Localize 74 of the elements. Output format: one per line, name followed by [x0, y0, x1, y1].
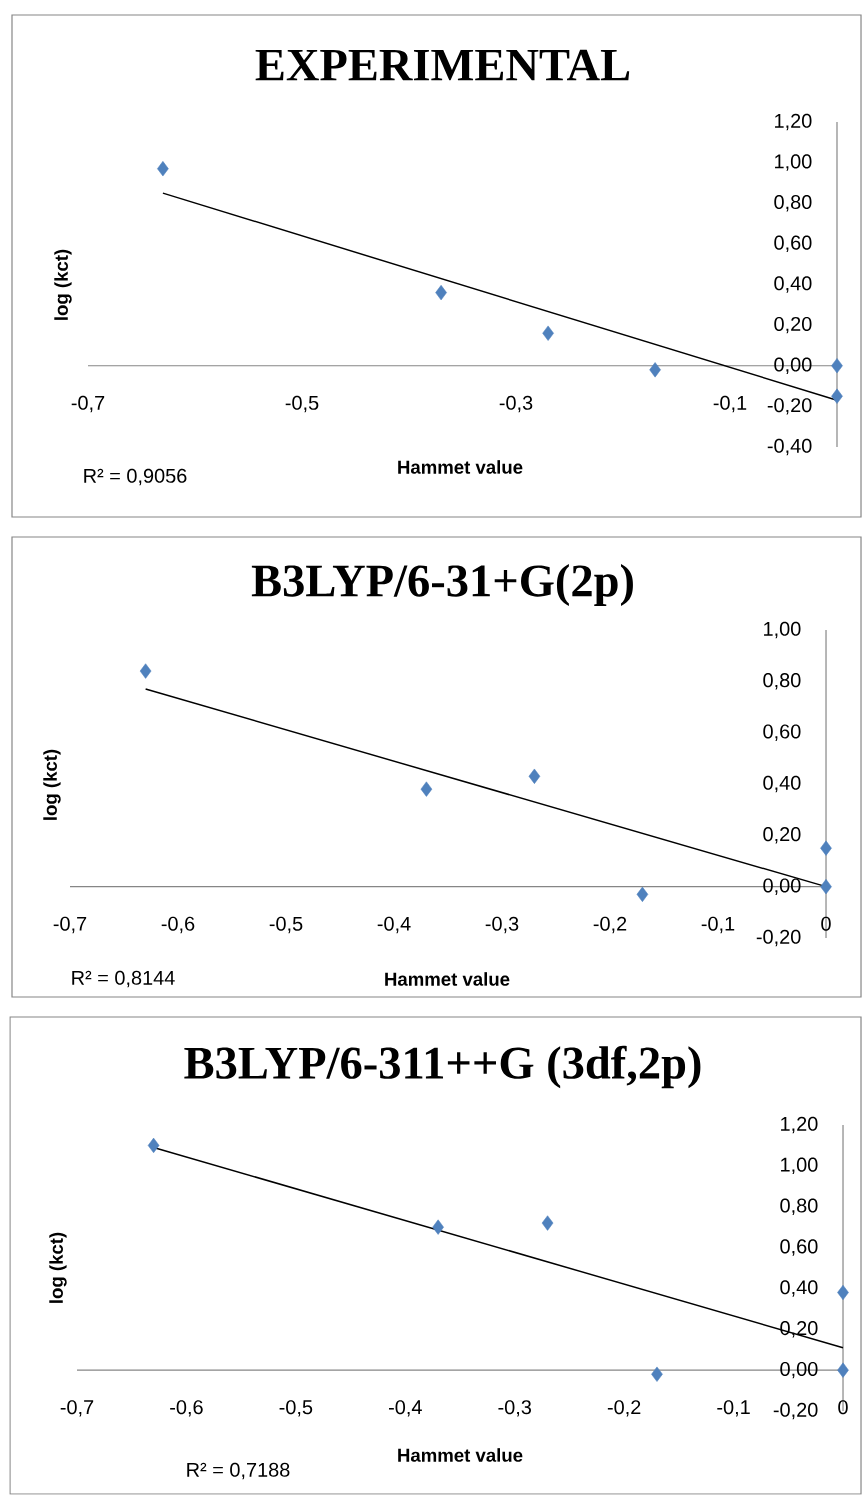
- point: [542, 325, 554, 341]
- x-axis-title: Hammet value: [398, 1448, 523, 1462]
- point: [820, 879, 832, 895]
- y-tick-label: 1,20: [781, 1116, 818, 1134]
- point: [432, 1219, 444, 1235]
- y-axis-title: log (kct): [49, 1232, 67, 1303]
- y-tick-label: 0,20: [774, 316, 812, 334]
- x-tick-label: -0,4: [389, 1400, 422, 1417]
- text: R² = 0,9056: [84, 468, 187, 486]
- x-tick-label: -0,5: [269, 916, 303, 934]
- x-tick-label: -0,2: [607, 1400, 641, 1417]
- y-tick-label: 0,60: [763, 724, 801, 741]
- text: R² = 0,8144: [72, 970, 175, 988]
- y-tick-label: 0,60: [774, 235, 812, 253]
- point: [139, 663, 152, 679]
- y-tick-label: 0,80: [774, 195, 812, 212]
- point: [831, 358, 843, 374]
- y-axis-title: log (kct): [43, 749, 61, 820]
- point: [636, 886, 649, 902]
- y-tick-label: 1,00: [781, 1157, 818, 1175]
- y-tick-label: 0,20: [763, 827, 801, 844]
- x-tick-label: -0,2: [593, 916, 627, 934]
- x-tick-label: -0,7: [71, 395, 105, 413]
- y-tick-label: 0,00: [763, 878, 801, 895]
- point: [831, 388, 843, 404]
- y-tick-label: -0,20: [773, 1402, 818, 1420]
- y-tick-label: 0,00: [774, 357, 812, 374]
- point: [649, 362, 661, 378]
- x-tick-label: -0,5: [285, 395, 319, 413]
- point: [820, 840, 832, 856]
- x-tick-label: -0,3: [498, 1400, 532, 1417]
- point: [157, 161, 169, 177]
- x-tick-label: -0,1: [713, 395, 747, 413]
- y-tick-label: -0,20: [767, 398, 812, 415]
- y-tick-label: -0,20: [756, 929, 801, 947]
- x-tick-label: -0,3: [499, 395, 533, 413]
- x-tick-label: -0,5: [279, 1400, 313, 1417]
- y-tick-label: 1,00: [775, 154, 812, 171]
- x-tick-label: 0: [821, 916, 831, 931]
- y-tick-label: 0,60: [780, 1239, 818, 1256]
- text: R² = 0,7188: [187, 1462, 290, 1480]
- y-tick-label: 0,40: [774, 276, 812, 293]
- point: [420, 781, 433, 797]
- point: [528, 768, 541, 784]
- y-tick-label: 0,80: [780, 1198, 818, 1215]
- chart-title: B3LYP/6-311++G (3df,2p): [184, 1045, 701, 1089]
- x-tick-label: -0,1: [701, 916, 735, 934]
- y-tick-label: 0,80: [763, 673, 801, 690]
- y-tick-label: -0,40: [767, 438, 812, 456]
- x-axis-title: Hammet value: [398, 460, 523, 474]
- point: [837, 1284, 849, 1301]
- point: [541, 1215, 554, 1231]
- chart-title: B3LYP/6-31+G(2p): [251, 563, 633, 607]
- x-tick-label: -0,6: [161, 916, 195, 934]
- x-tick-label: 0: [838, 1400, 848, 1415]
- x-tick-label: -0,3: [485, 916, 519, 934]
- x-tick-label: -0,4: [377, 916, 411, 934]
- x-tick-label: -0,6: [170, 1400, 203, 1417]
- y-axis-title: log (kct): [54, 249, 72, 320]
- y-tick-label: 0,20: [780, 1321, 818, 1338]
- point: [837, 1362, 849, 1378]
- x-tick-label: -0,1: [717, 1400, 750, 1417]
- y-tick-label: 0,40: [780, 1280, 818, 1297]
- point: [147, 1137, 160, 1154]
- y-tick-label: 0,40: [763, 775, 801, 793]
- chart-title: EXPERIMENTAL: [255, 49, 630, 81]
- y-tick-label: 1,20: [775, 113, 812, 131]
- y-tick-label: 0,00: [780, 1361, 818, 1379]
- x-axis-title: Hammet value: [385, 972, 510, 986]
- x-tick-label: -0,7: [53, 916, 87, 934]
- y-tick-label: 1,00: [764, 621, 801, 639]
- point: [651, 1366, 663, 1382]
- point: [435, 285, 447, 301]
- x-tick-label: -0,7: [60, 1400, 94, 1417]
